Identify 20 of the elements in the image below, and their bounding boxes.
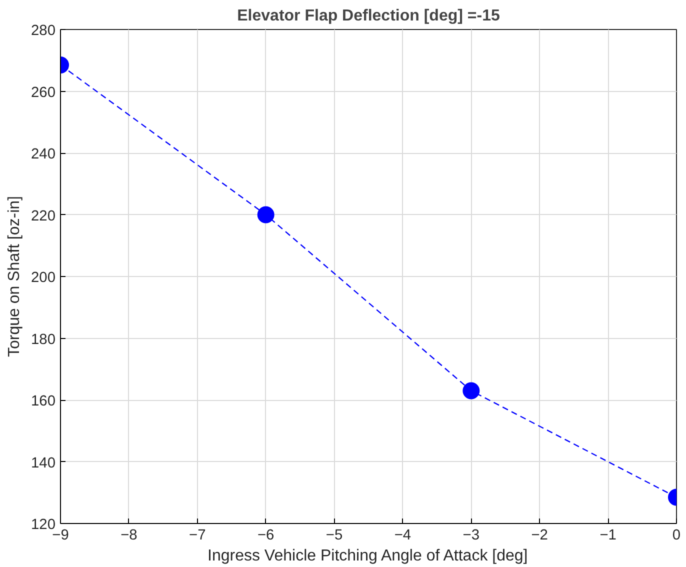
y-tick-label: 260 xyxy=(31,84,56,101)
x-axis-title: Ingress Vehicle Pitching Angle of Attack [deg] xyxy=(208,548,528,564)
x-tick-label: −8 xyxy=(120,528,138,544)
x-tick-label: 0 xyxy=(672,528,681,544)
x-tick-label: −2 xyxy=(531,528,548,544)
y-axis-title: Torque on Shaft [oz-in] xyxy=(6,196,24,357)
x-tick-label: −4 xyxy=(394,528,412,544)
x-tick-label: −5 xyxy=(326,528,343,544)
x-tick-label: −6 xyxy=(257,528,274,544)
y-tick-label: 140 xyxy=(31,455,56,472)
y-tick-label: 180 xyxy=(31,332,56,348)
y-tick-label: 220 xyxy=(31,208,56,224)
y-tick-label: 160 xyxy=(31,394,56,410)
x-tick-label: −3 xyxy=(462,528,480,544)
x-tick-label: −7 xyxy=(189,528,206,544)
chart-title: Elevator Flap Deflection [deg] =-15 xyxy=(237,8,500,24)
y-tick-label: 240 xyxy=(31,146,56,162)
y-tick-label: 200 xyxy=(31,270,56,286)
y-tick-label: 280 xyxy=(31,23,56,39)
x-tick-label: −1 xyxy=(600,528,616,544)
